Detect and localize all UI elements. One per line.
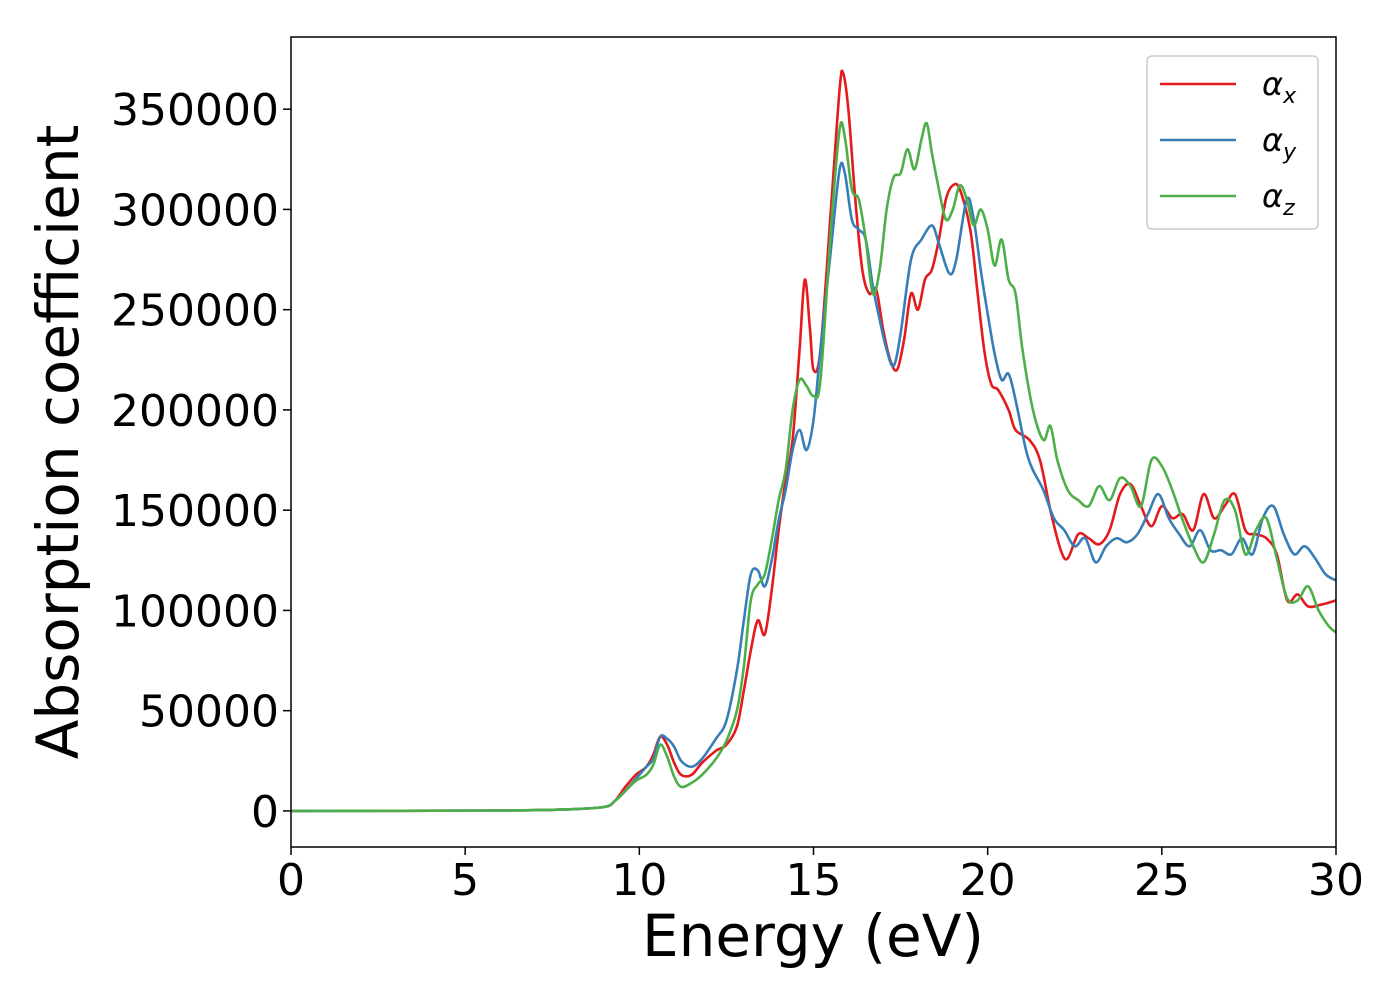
y-tick-label: 150000 — [111, 486, 279, 537]
x-tick-label: 0 — [277, 855, 305, 906]
series-line-y — [291, 161, 1336, 813]
y-tick-label: 50000 — [139, 687, 279, 738]
legend-symbol: α — [1262, 121, 1283, 159]
y-ticks: 0 50000 100000 150000 200000 250000 300000 3500… — [111, 85, 291, 838]
legend-subscript: y — [1282, 140, 1297, 165]
legend-label-x: αx — [1262, 65, 1297, 109]
legend-subscript: z — [1282, 196, 1295, 221]
legend-symbol: α — [1262, 177, 1283, 215]
x-tick-label: 10 — [611, 855, 667, 906]
y-tick-label: 350000 — [111, 85, 279, 136]
y-tick-label: 0 — [251, 787, 279, 838]
legend-subscript: x — [1282, 84, 1297, 109]
x-axis-label: Energy (eV) — [642, 902, 984, 970]
x-ticks: 0 5 10 15 20 25 30 — [277, 847, 1364, 906]
x-tick-label: 20 — [960, 855, 1016, 906]
y-axis-label: Absorption coefficient — [24, 125, 92, 760]
y-tick-label: 250000 — [111, 286, 279, 337]
legend-symbol: α — [1262, 65, 1283, 103]
series-layer — [291, 69, 1336, 813]
y-tick-label: 300000 — [111, 185, 279, 236]
legend-label-y: αy — [1262, 121, 1297, 165]
y-tick-label: 200000 — [111, 386, 279, 437]
x-tick-label: 25 — [1134, 855, 1190, 906]
series-line-z — [291, 121, 1336, 813]
x-tick-label: 5 — [451, 855, 479, 906]
y-tick-label: 100000 — [111, 586, 279, 637]
legend-label-z: αz — [1262, 177, 1295, 221]
series-line-x — [291, 69, 1336, 813]
legend-frame — [1146, 55, 1319, 230]
x-tick-label: 30 — [1308, 855, 1364, 906]
x-tick-label: 15 — [786, 855, 842, 906]
